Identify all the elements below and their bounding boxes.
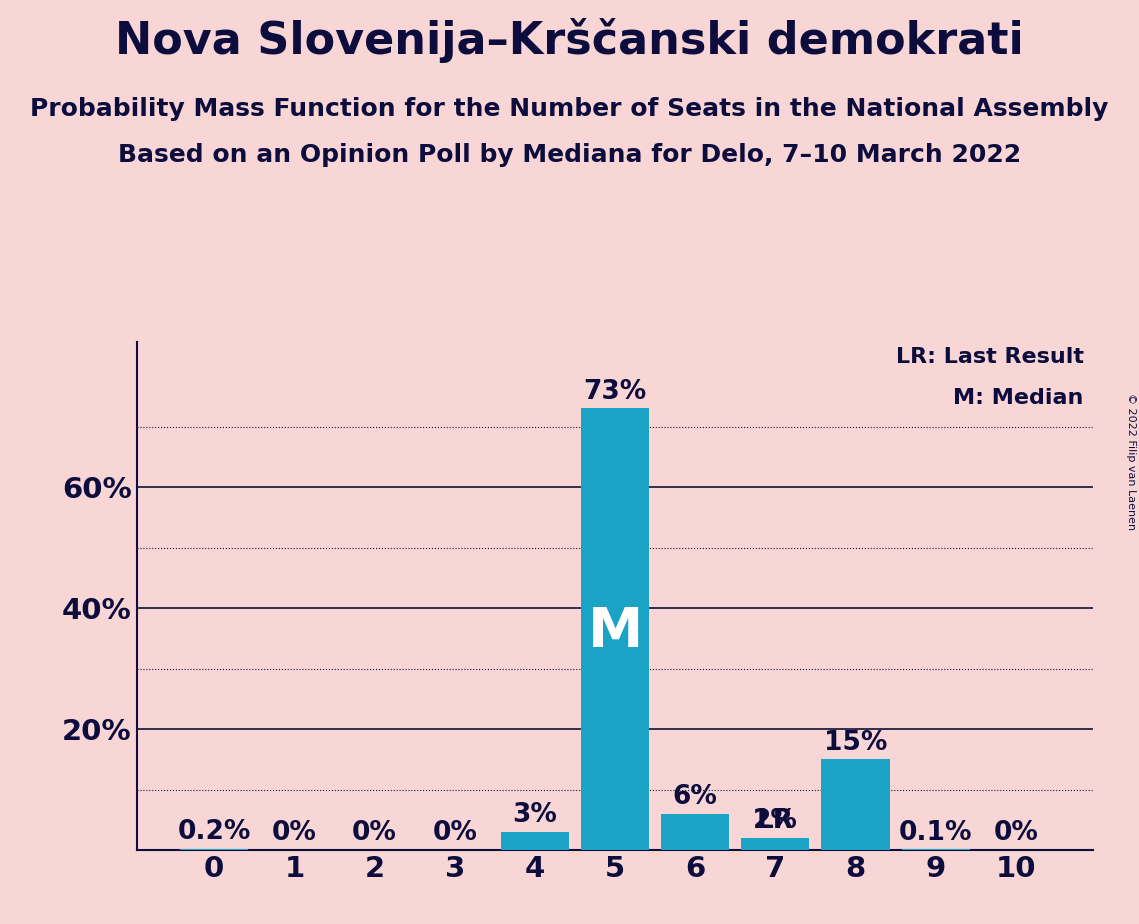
Bar [581, 408, 649, 850]
Bar [661, 814, 729, 850]
Bar [501, 832, 570, 850]
Text: 3%: 3% [513, 802, 557, 828]
Text: 0.2%: 0.2% [178, 820, 251, 845]
Text: M: Median: M: Median [953, 388, 1084, 407]
Text: LR: LR [757, 808, 794, 834]
Text: 0%: 0% [272, 821, 317, 846]
Text: Nova Slovenija–Krščanski demokrati: Nova Slovenija–Krščanski demokrati [115, 18, 1024, 64]
Text: 73%: 73% [583, 379, 647, 405]
Text: 15%: 15% [823, 730, 887, 756]
Bar [180, 849, 248, 850]
Text: 6%: 6% [673, 784, 718, 810]
Text: LR: Last Result: LR: Last Result [896, 346, 1084, 367]
Text: © 2022 Filip van Laenen: © 2022 Filip van Laenen [1126, 394, 1136, 530]
Text: 0%: 0% [993, 821, 1039, 846]
Bar [821, 760, 890, 850]
Bar [741, 838, 810, 850]
Text: 2%: 2% [753, 808, 797, 834]
Text: Probability Mass Function for the Number of Seats in the National Assembly: Probability Mass Function for the Number… [31, 97, 1108, 121]
Text: 0%: 0% [433, 821, 477, 846]
Text: Based on an Opinion Poll by Mediana for Delo, 7–10 March 2022: Based on an Opinion Poll by Mediana for … [118, 143, 1021, 167]
Text: 0%: 0% [352, 821, 398, 846]
Text: 0.1%: 0.1% [899, 820, 973, 845]
Text: M: M [588, 605, 642, 660]
